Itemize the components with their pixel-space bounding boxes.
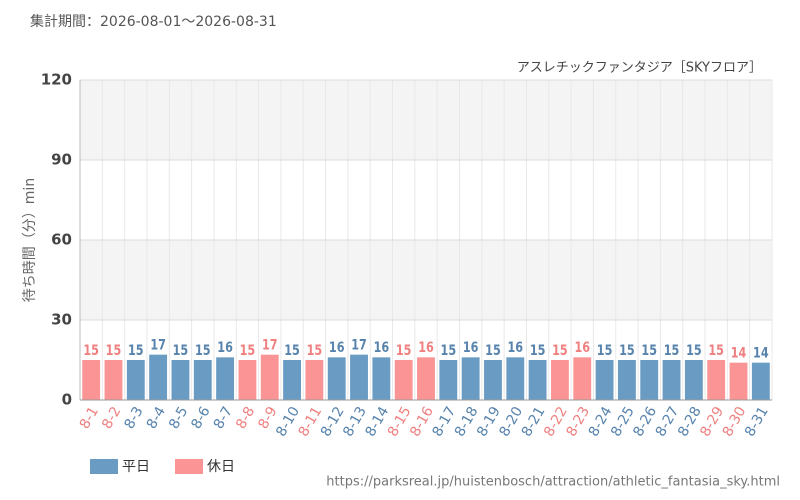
y-axis-title: 待ち時間（分）min (22, 178, 38, 302)
data-label: 15 (530, 342, 546, 359)
data-label: 15 (128, 342, 144, 359)
bar (305, 360, 324, 400)
bar (439, 360, 458, 400)
bar (193, 360, 212, 400)
legend-label: 休日 (207, 459, 235, 475)
chart-subtitle: アスレチックファンタジア［SKYフロア］ (517, 61, 762, 76)
y-tick-label: 120 (41, 71, 72, 89)
data-label: 15 (552, 342, 568, 359)
data-label: 15 (485, 342, 501, 359)
data-label: 15 (396, 342, 412, 359)
data-label: 16 (217, 339, 233, 356)
x-tick-label: 8-7 (211, 404, 236, 432)
bar (82, 360, 101, 400)
data-label: 15 (664, 342, 680, 359)
data-label: 15 (307, 342, 323, 359)
bar (729, 362, 748, 400)
data-label: 15 (284, 342, 300, 359)
data-label: 14 (753, 344, 769, 361)
data-label: 16 (508, 339, 524, 356)
chart-title: 集計期間：2026-08-01～2026-08-31 (30, 13, 277, 30)
data-label: 17 (150, 336, 166, 353)
bar (751, 362, 770, 400)
bar (684, 360, 703, 400)
bar (528, 360, 547, 400)
x-tick-label: 8-2 (99, 404, 124, 432)
bar (216, 357, 235, 400)
data-label: 15 (708, 342, 724, 359)
x-tick-label: 8-8 (233, 404, 258, 432)
data-label: 16 (574, 339, 590, 356)
legend-swatch (90, 459, 118, 474)
bar (573, 357, 592, 400)
grid-band (80, 240, 772, 320)
data-label: 16 (463, 339, 479, 356)
bar (640, 360, 659, 400)
y-tick-label: 30 (51, 311, 72, 329)
y-tick-label: 90 (51, 151, 72, 169)
data-label: 16 (418, 339, 434, 356)
bar (551, 360, 569, 400)
bar (283, 360, 301, 400)
grid-band (80, 80, 772, 160)
data-label: 15 (597, 342, 613, 359)
bar (484, 360, 502, 400)
x-tick-label: 8-1 (77, 404, 102, 432)
y-tick-label: 60 (51, 231, 72, 249)
bar (171, 360, 190, 400)
bar (595, 360, 614, 400)
data-label: 16 (374, 339, 390, 356)
data-label: 15 (686, 342, 702, 359)
x-tick-label: 8-5 (166, 404, 191, 432)
y-tick-label: 0 (62, 391, 72, 409)
data-label: 14 (731, 344, 747, 361)
data-label: 17 (351, 336, 367, 353)
bar (327, 357, 346, 400)
bar (707, 360, 726, 400)
x-tick-label: 8-4 (144, 404, 169, 432)
bar (461, 357, 480, 400)
data-label: 15 (195, 342, 211, 359)
bar (417, 357, 435, 400)
bar (149, 354, 168, 400)
bar (394, 360, 413, 400)
bar (617, 360, 636, 400)
data-label: 15 (173, 342, 189, 359)
x-tick-label: 8-3 (121, 404, 146, 432)
bar (662, 360, 681, 400)
data-label: 15 (441, 342, 457, 359)
bar (238, 360, 257, 400)
bar (350, 354, 368, 400)
data-label: 15 (106, 342, 122, 359)
data-label: 15 (641, 342, 657, 359)
data-label: 17 (262, 336, 278, 353)
x-tick-label: 8-31 (742, 404, 772, 440)
data-label: 15 (240, 342, 256, 359)
data-label: 15 (83, 342, 99, 359)
data-label: 16 (329, 339, 345, 356)
legend-label: 平日 (122, 459, 150, 475)
data-label: 15 (619, 342, 635, 359)
bar (372, 357, 391, 400)
x-tick-label: 8-6 (188, 404, 213, 432)
bar (260, 354, 279, 400)
source-url: https://parksreal.jp/huistenbosch/attrac… (326, 475, 780, 490)
bar (104, 360, 123, 400)
legend-swatch (175, 459, 203, 474)
bar (506, 357, 525, 400)
bar (126, 360, 145, 400)
